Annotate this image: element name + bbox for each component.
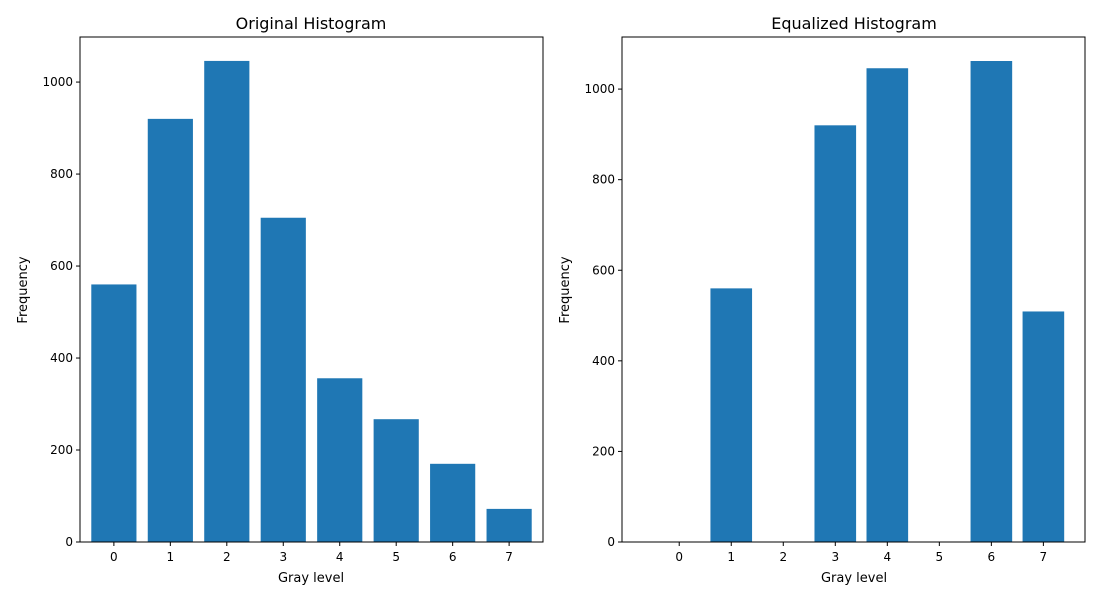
y-tick-label: 0 xyxy=(65,535,73,549)
bar-gray-level-1 xyxy=(710,288,753,542)
tick-group: 0 1 2 3 4 5 6 7 0 200 400 600 800 1000 xyxy=(42,75,512,564)
bar-gray-level-0 xyxy=(91,284,137,542)
y-tick-label: 0 xyxy=(607,535,615,549)
bar-gray-level-3 xyxy=(260,217,306,542)
original-histogram-chart: Original Histogram Gray level Frequency … xyxy=(16,14,544,586)
bar-group xyxy=(91,60,532,543)
x-tick-label: 6 xyxy=(988,550,996,564)
y-tick-label: 800 xyxy=(592,173,615,187)
x-tick-label: 7 xyxy=(1040,550,1048,564)
equalized-histogram-chart: Equalized Histogram Gray level Frequency… xyxy=(558,14,1086,586)
bar-gray-level-2 xyxy=(204,60,250,543)
y-tick-label: 800 xyxy=(50,167,73,181)
x-tick-label: 7 xyxy=(505,550,513,564)
bar-gray-level-3 xyxy=(814,125,857,542)
x-tick-label: 2 xyxy=(223,550,231,564)
x-tick-label: 3 xyxy=(831,550,839,564)
x-tick-label: 0 xyxy=(110,550,118,564)
y-tick-label: 600 xyxy=(50,259,73,273)
bar-gray-level-5 xyxy=(373,419,419,542)
y-axis-label: Frequency xyxy=(558,256,573,323)
bar-gray-level-6 xyxy=(430,463,476,542)
plot-frame xyxy=(79,36,544,543)
bar-gray-level-4 xyxy=(317,378,363,542)
x-axis-label: Gray level xyxy=(821,571,887,586)
bar-gray-level-7 xyxy=(1022,311,1065,542)
bar-group xyxy=(710,61,1065,542)
y-axis-label: Frequency xyxy=(16,256,31,323)
y-tick-label: 1000 xyxy=(584,82,615,96)
bar-gray-level-4 xyxy=(866,68,909,542)
bar-gray-level-1 xyxy=(147,118,193,543)
x-tick-label: 4 xyxy=(336,550,344,564)
x-tick-label: 2 xyxy=(779,550,787,564)
x-tick-label: 5 xyxy=(392,550,400,564)
x-tick-label: 4 xyxy=(883,550,891,564)
y-tick-label: 1000 xyxy=(42,75,73,89)
x-tick-label: 6 xyxy=(449,550,457,564)
x-tick-label: 5 xyxy=(936,550,944,564)
x-tick-label: 0 xyxy=(675,550,683,564)
y-tick-label: 600 xyxy=(592,263,615,277)
chart-title: Equalized Histogram xyxy=(771,14,937,33)
x-tick-label: 1 xyxy=(727,550,735,564)
y-tick-label: 200 xyxy=(592,444,615,458)
y-tick-label: 200 xyxy=(50,443,73,457)
bar-gray-level-7 xyxy=(486,508,532,542)
x-tick-label: 3 xyxy=(279,550,287,564)
plot-frame xyxy=(621,36,1086,543)
bar-gray-level-6 xyxy=(970,61,1013,542)
y-tick-label: 400 xyxy=(592,354,615,368)
y-tick-label: 400 xyxy=(50,351,73,365)
x-tick-label: 1 xyxy=(167,550,175,564)
x-axis-label: Gray level xyxy=(278,571,344,586)
chart-title: Original Histogram xyxy=(236,14,387,33)
tick-group: 0 1 2 3 4 5 6 7 0 200 400 600 800 1000 xyxy=(584,82,1047,564)
